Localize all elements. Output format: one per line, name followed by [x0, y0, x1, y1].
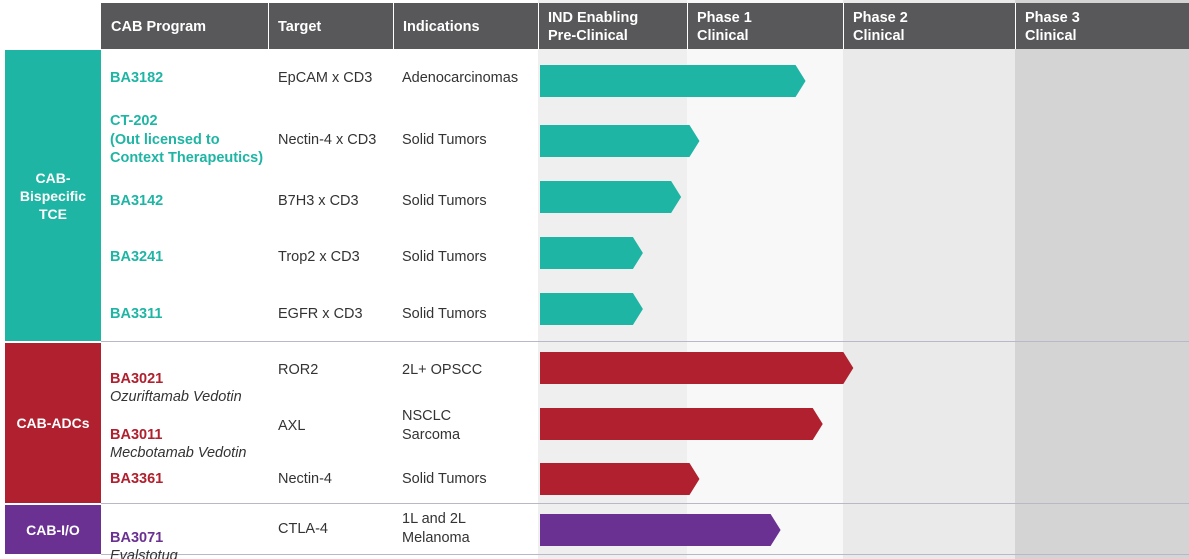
- table-row-target: Nectin-4 x CD3: [278, 132, 377, 148]
- table-row-target: B7H3 x CD3: [278, 193, 359, 209]
- table-row-indications: Adenocarcinomas: [402, 70, 519, 86]
- table-row-indications: Solid Tumors: [402, 132, 487, 148]
- table-row-subtitle: Ozuriftamab Vedotin: [110, 389, 242, 405]
- header-target: Target: [268, 3, 393, 49]
- header-program: CAB Program: [101, 3, 268, 49]
- table-row-target: EGFR x CD3: [278, 306, 363, 322]
- table-row-indications: 2L+ OPSCC: [402, 362, 483, 378]
- table-row-target: CTLA-4: [278, 521, 328, 537]
- table-row-target: ROR2: [278, 362, 319, 378]
- progress-bar-ba3311: [540, 293, 643, 325]
- table-row-program-cell: BA3071 Evalstotug: [110, 510, 178, 559]
- table-row-program: BA3241: [110, 249, 164, 265]
- progress-bar-ba3011: [540, 408, 823, 440]
- header-divider: [268, 3, 269, 49]
- phase-band-phase3: [1015, 0, 1189, 559]
- table-row-indications: 1L and 2L Melanoma: [402, 511, 470, 546]
- header-indications: Indications: [393, 3, 538, 49]
- table-row-indications: Solid Tumors: [402, 471, 487, 487]
- header-phase-2: Phase 2 Clinical: [843, 3, 1015, 49]
- table-row-indications: Solid Tumors: [402, 306, 487, 322]
- table-row-subtitle: Evalstotug: [110, 548, 178, 559]
- table-row-program-cell: BA3021 Ozuriftamab Vedotin: [110, 351, 242, 425]
- header-divider: [1015, 3, 1016, 49]
- table-row-program: BA3182: [110, 70, 164, 86]
- table-row-program: BA3011: [110, 426, 163, 443]
- table-row-program: BA3311: [110, 306, 163, 322]
- group-cab-bispecific-tce: CAB- Bispecific TCE: [5, 50, 101, 341]
- table-row-program-cell: BA3011 Mecbotamab Vedotin: [110, 407, 247, 481]
- table-row-program: BA3142: [110, 193, 164, 209]
- group-divider: [101, 341, 1189, 342]
- progress-bar-ba3071: [540, 514, 781, 546]
- progress-bar-ba3142: [540, 181, 682, 213]
- progress-bar-ba3361: [540, 463, 700, 495]
- group-divider: [101, 554, 1189, 555]
- table-row-indications: Solid Tumors: [402, 193, 487, 209]
- header-divider: [843, 3, 844, 49]
- group-cab-adcs: CAB-ADCs: [5, 343, 101, 503]
- progress-bar-ba3241: [540, 237, 643, 269]
- header-divider: [538, 3, 539, 49]
- header-phase-1: Phase 1 Clinical: [687, 3, 843, 49]
- group-divider: [101, 503, 1189, 504]
- table-row-program: BA3361: [110, 471, 164, 487]
- progress-bar-ba3182: [540, 65, 806, 97]
- header-phase-ind: IND Enabling Pre-Clinical: [538, 3, 687, 49]
- header-divider: [687, 3, 688, 49]
- table-row-indications: Solid Tumors: [402, 249, 487, 265]
- table-row-target: Nectin-4: [278, 471, 332, 487]
- table-row-target: AXL: [278, 418, 306, 434]
- table-row-subtitle: Mecbotamab Vedotin: [110, 445, 247, 461]
- table-row-target: EpCAM x CD3: [278, 70, 373, 86]
- table-row-program: CT-202 (Out licensed to Context Therapeu…: [110, 113, 264, 166]
- progress-bar-ct-202: [540, 125, 700, 157]
- table-row-indications: NSCLC Sarcoma: [402, 408, 461, 443]
- header-phase-3: Phase 3 Clinical: [1015, 3, 1189, 49]
- table-row-program: BA3021: [110, 370, 164, 387]
- table-row-program: BA3071: [110, 529, 164, 546]
- group-cab-io: CAB-I/O: [5, 505, 101, 554]
- progress-bar-ba3021: [540, 352, 854, 384]
- header-divider: [393, 3, 394, 49]
- phase-band-phase2: [843, 0, 1015, 559]
- table-row-target: Trop2 x CD3: [278, 249, 360, 265]
